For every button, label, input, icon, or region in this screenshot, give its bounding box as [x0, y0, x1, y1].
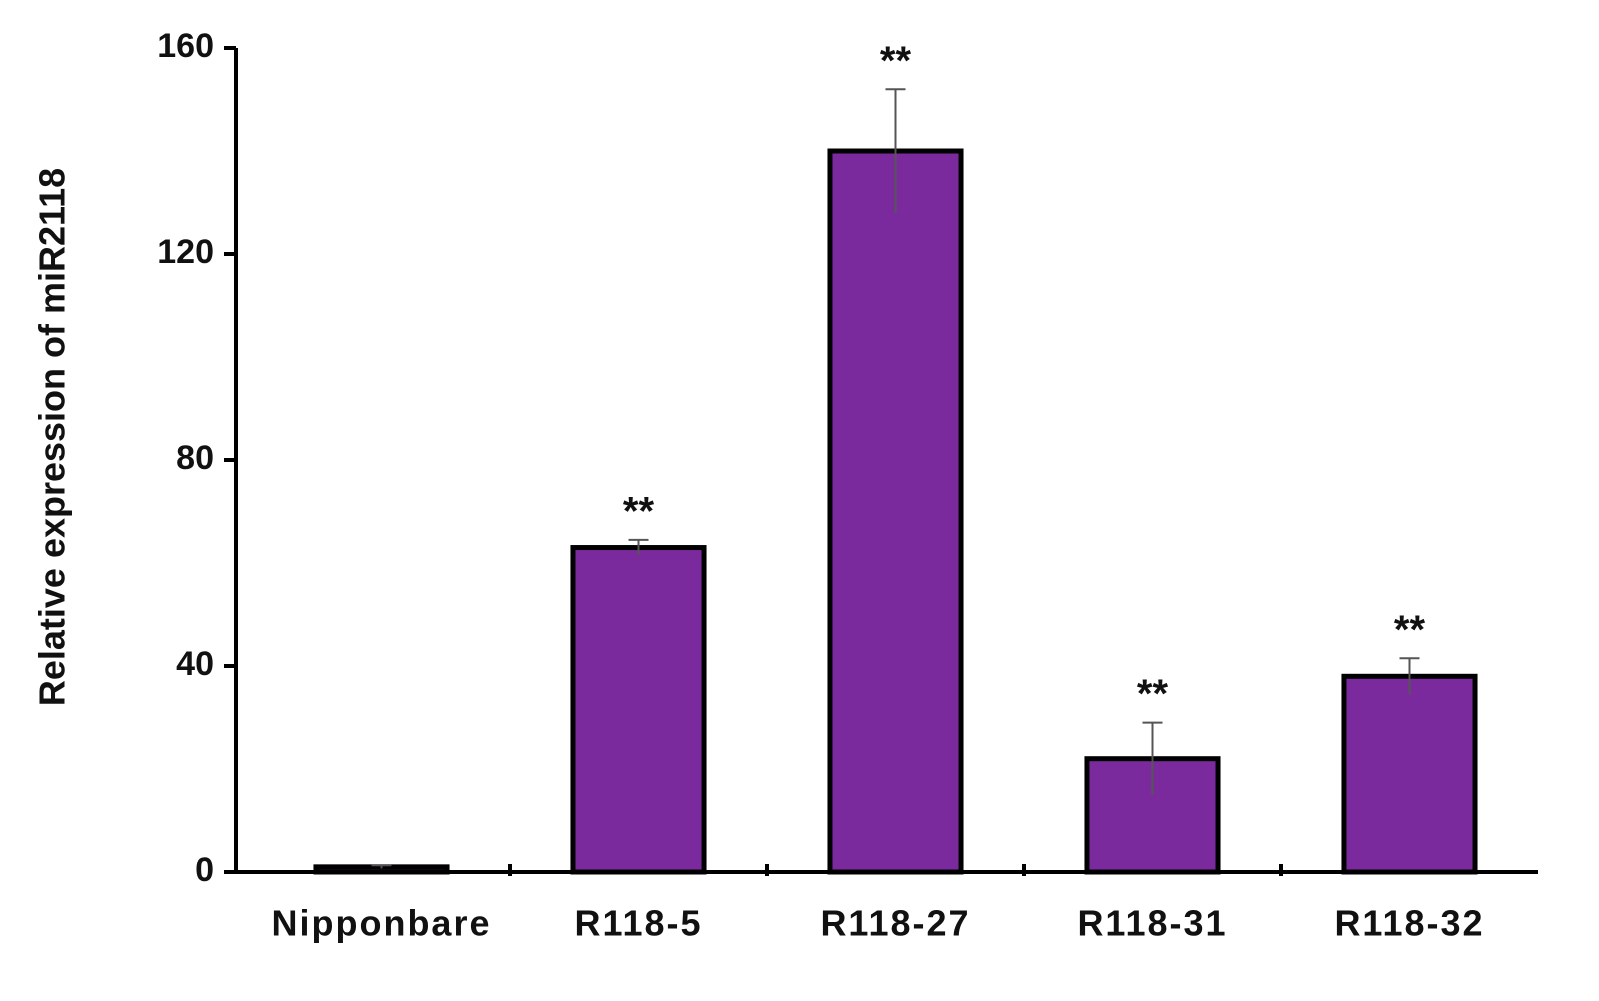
- y-tick-label: 160: [157, 27, 214, 65]
- y-tick-label: 80: [176, 439, 214, 477]
- significance-label: **: [623, 489, 655, 533]
- bar: [1084, 756, 1221, 875]
- bar: [570, 545, 707, 875]
- y-tick-label: 0: [195, 851, 214, 889]
- x-tick-label: R118-31: [1077, 903, 1227, 944]
- significance-label: **: [1394, 608, 1426, 652]
- significance-label: **: [880, 39, 912, 83]
- y-tick-label: 120: [157, 233, 214, 271]
- x-tick-label: R118-32: [1334, 903, 1484, 944]
- y-tick-label: 40: [176, 645, 214, 683]
- x-tick-label: Nipponbare: [271, 903, 491, 944]
- x-tick-label: R118-27: [820, 903, 970, 944]
- x-tick-label: R118-5: [574, 903, 702, 944]
- bar: [827, 148, 964, 875]
- significance-label: **: [1137, 672, 1169, 716]
- bar: [1341, 673, 1478, 875]
- y-axis-label: Relative expression of miR2118: [32, 168, 73, 706]
